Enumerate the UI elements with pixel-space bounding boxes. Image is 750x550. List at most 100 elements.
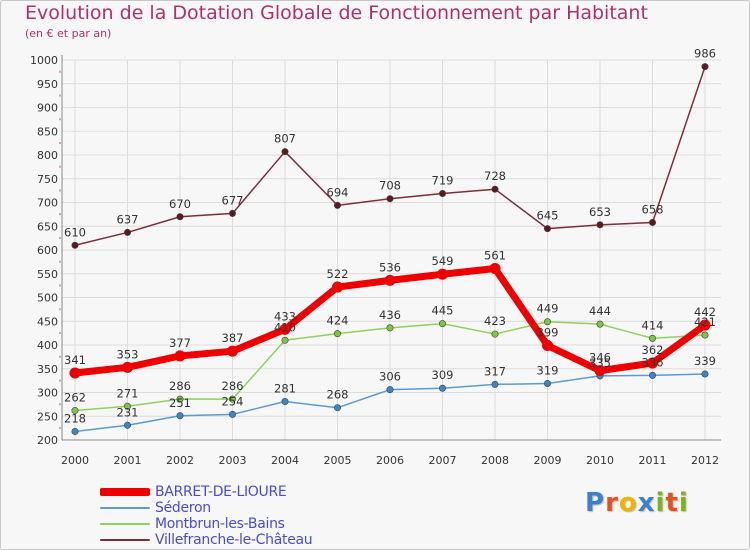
data-label: 445 (432, 304, 454, 318)
logo-letter: i (655, 488, 666, 518)
x-tick-label: 2004 (271, 454, 299, 467)
x-tick-label: 2003 (219, 454, 247, 467)
data-point (227, 345, 238, 357)
x-tick-label: 2011 (639, 454, 667, 467)
data-point (594, 365, 606, 377)
data-label: 306 (379, 370, 401, 384)
x-tick-label: 2002 (166, 454, 194, 467)
data-label: 423 (484, 314, 506, 328)
data-point (122, 361, 133, 373)
data-point (386, 324, 394, 332)
x-tick-label: 2008 (481, 454, 509, 467)
data-label: 319 (537, 363, 559, 377)
x-tick-label: 2006 (376, 454, 404, 467)
data-point (229, 395, 237, 403)
data-label: 271 (117, 386, 139, 400)
data-label: 335 (589, 356, 611, 370)
data-point (438, 320, 446, 328)
data-point (438, 189, 446, 197)
data-label: 719 (432, 173, 454, 187)
y-tick-label: 1000 (30, 54, 58, 67)
data-point (229, 209, 237, 217)
legend-swatch (100, 523, 150, 525)
data-point (384, 274, 396, 286)
data-label: 339 (694, 354, 716, 368)
data-point (71, 407, 79, 415)
data-point (176, 412, 184, 420)
data-point (281, 398, 289, 406)
legend-label: Séderon (155, 500, 211, 516)
y-tick-label: 900 (37, 102, 58, 115)
legend-item: Montbrun-les-Bains (100, 516, 312, 532)
y-tick-label: 750 (37, 173, 58, 186)
data-label: 436 (379, 308, 401, 322)
legend: BARRET-DE-LIOURE Séderon Montbrun-les-Bain… (100, 484, 313, 548)
legend-swatch (100, 488, 150, 496)
data-point (332, 281, 343, 293)
data-label: 414 (642, 318, 664, 332)
legend-label: Montbrun-les-Bains (155, 516, 285, 532)
data-label: 442 (694, 305, 716, 319)
legend-item: BARRET-DE-LIOURE (100, 484, 312, 500)
data-point (124, 402, 132, 410)
data-label: 424 (327, 314, 349, 328)
data-label: 268 (327, 388, 349, 402)
data-point (71, 241, 79, 249)
y-tick-label: 950 (37, 78, 58, 91)
data-label: 353 (117, 347, 139, 361)
data-label: 728 (484, 169, 506, 183)
data-label: 410 (274, 320, 296, 334)
y-tick-label: 600 (37, 244, 58, 257)
y-tick-label: 650 (37, 220, 58, 233)
y-tick-label: 450 (37, 315, 58, 328)
data-point (543, 225, 551, 233)
data-point (386, 195, 394, 203)
data-point (281, 336, 289, 344)
logo-letter: r (605, 488, 619, 518)
axes: 200 250 300 350 400 450 500 550 600 650 700 750 800 8… (30, 54, 721, 467)
data-label: 341 (64, 353, 86, 367)
data-label: 231 (117, 405, 139, 419)
data-label: 536 (379, 260, 401, 274)
data-point (701, 331, 709, 339)
legend-item: Séderon (100, 500, 312, 516)
data-label: 610 (64, 225, 86, 239)
y-tick-label: 800 (37, 149, 58, 162)
x-tick-label: 2007 (429, 454, 457, 467)
chart-title: Evolution de la Dotation Globale de Fonc… (25, 2, 648, 24)
legend-swatch (100, 507, 150, 509)
chart-subtitle: (en € et par an) (25, 27, 112, 40)
data-point (333, 330, 341, 338)
x-tick-label: 2000 (61, 454, 89, 467)
data-label: 346 (589, 351, 611, 365)
data-point (71, 427, 79, 435)
data-point (333, 404, 341, 412)
data-label: 251 (169, 396, 191, 410)
data-label: 444 (589, 304, 611, 318)
data-label: 670 (169, 197, 191, 211)
data-label: 309 (432, 368, 454, 382)
x-tick-label: 2005 (324, 454, 352, 467)
data-point (176, 395, 184, 403)
data-point (437, 268, 448, 280)
data-label: 286 (222, 379, 244, 393)
data-point (596, 320, 604, 328)
legend-item: Villefranche-le-Château (100, 532, 313, 548)
data-label: 637 (117, 212, 139, 226)
logo-letter: P (585, 488, 606, 518)
data-point (543, 379, 551, 387)
logo-letter: t (665, 488, 679, 518)
legend-swatch (100, 539, 150, 541)
data-label: 522 (327, 267, 349, 281)
data-label: 377 (169, 336, 191, 350)
x-tick-label: 2010 (586, 454, 614, 467)
data-label: 421 (694, 315, 716, 329)
logo-letter: o (618, 488, 638, 518)
data-label: 218 (64, 411, 86, 425)
proxiti-logo: Proxiti (585, 488, 689, 518)
data-point (596, 221, 604, 229)
data-point (229, 410, 237, 418)
data-label: 449 (537, 302, 559, 316)
data-label: 254 (222, 394, 244, 408)
y-tick-label: 200 (37, 434, 58, 447)
